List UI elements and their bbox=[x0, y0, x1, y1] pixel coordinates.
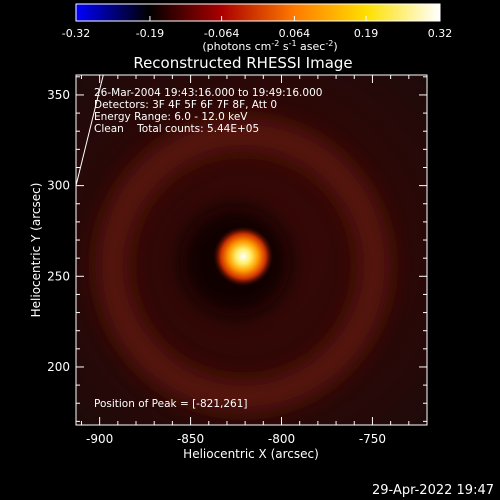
colorbar-tick-label: 0.32 bbox=[428, 27, 453, 40]
colorbar-unit-label: (photons cm-2 s-1 asec-2) bbox=[202, 39, 337, 53]
colorbar bbox=[75, 3, 441, 22]
colorbar-tick-label: -0.19 bbox=[136, 27, 164, 40]
x-tick-label: -900 bbox=[86, 432, 113, 446]
colorbar-tick-label: -0.064 bbox=[204, 27, 239, 40]
info-time-range: 26-Mar-2004 19:43:16.000 to 19:49:16.000 bbox=[94, 87, 323, 99]
info-energy-range: Energy Range: 6.0 - 12.0 keV bbox=[94, 111, 248, 123]
peak-source bbox=[213, 226, 274, 287]
x-tick-label: -800 bbox=[268, 432, 295, 446]
heatmap-image bbox=[76, 75, 427, 425]
info-detectors: Detectors: 3F 4F 5F 6F 7F 8F, Att 0 bbox=[94, 99, 278, 111]
colorbar-tick-label: 0.19 bbox=[354, 27, 379, 40]
colorbar-ticks: -0.32 -0.19 -0.064 0.064 0.19 0.32 bbox=[62, 16, 452, 40]
x-axis-label: Heliocentric X (arcsec) bbox=[183, 447, 319, 461]
colorbar-tick-label: -0.32 bbox=[62, 27, 90, 40]
chart-title: Reconstructed RHESSI Image bbox=[133, 54, 352, 72]
limb-line bbox=[76, 75, 104, 186]
y-tick-label: 200 bbox=[47, 360, 70, 374]
x-tick-label: -750 bbox=[359, 432, 386, 446]
peak-position-label: Position of Peak = [-821,261] bbox=[94, 398, 248, 410]
y-tick-label: 350 bbox=[47, 88, 70, 102]
x-tick-label: -850 bbox=[177, 432, 204, 446]
y-tick-label: 300 bbox=[47, 179, 70, 193]
axis-ticks: -900 -850 -800 -750 200 250 300 350 bbox=[47, 75, 428, 446]
info-clean-counts: Clean Total counts: 5.44E+05 bbox=[94, 123, 260, 135]
y-axis-label: Heliocentric Y (arcsec) bbox=[29, 183, 43, 318]
plot-frame bbox=[75, 74, 428, 426]
footer-timestamp: 29-Apr-2022 19:47 bbox=[372, 483, 494, 498]
colorbar-tick-label: 0.064 bbox=[279, 27, 311, 40]
emission-ring bbox=[95, 117, 392, 414]
y-tick-label: 250 bbox=[47, 269, 70, 283]
